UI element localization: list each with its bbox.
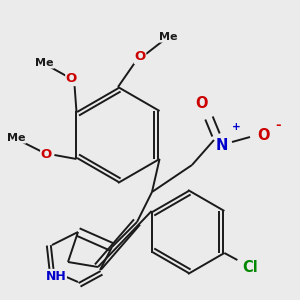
- Text: Cl: Cl: [242, 260, 258, 274]
- Text: O: O: [41, 148, 52, 160]
- Text: Me: Me: [35, 58, 54, 68]
- Text: O: O: [66, 73, 77, 85]
- Text: N: N: [216, 137, 228, 152]
- Text: Me: Me: [159, 32, 177, 42]
- Text: O: O: [134, 50, 146, 64]
- Text: NH: NH: [46, 269, 66, 283]
- Text: +: +: [232, 122, 240, 132]
- Text: O: O: [258, 128, 270, 143]
- Text: -: -: [275, 118, 281, 131]
- Text: Me: Me: [7, 133, 26, 143]
- Text: O: O: [196, 97, 208, 112]
